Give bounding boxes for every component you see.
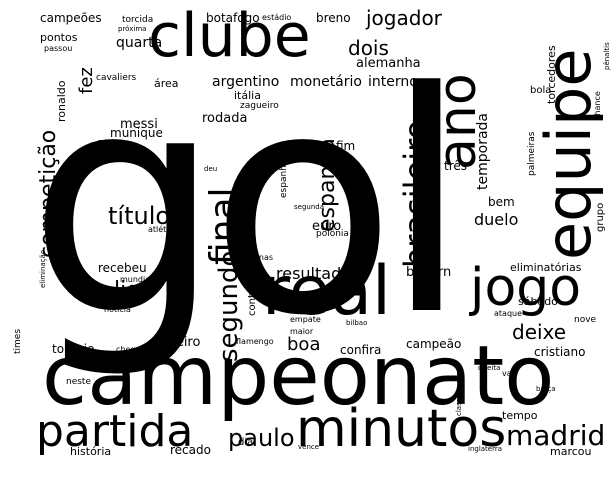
word: boa xyxy=(287,334,321,355)
word: munique xyxy=(110,126,163,140)
word: bola xyxy=(530,85,552,96)
word: barça xyxy=(536,385,556,393)
word: quarta xyxy=(116,35,163,51)
word: recado xyxy=(170,443,211,457)
word: dia xyxy=(238,437,254,448)
word: messi xyxy=(120,117,158,132)
word: próxima xyxy=(118,25,147,33)
word: goleiro xyxy=(156,335,201,350)
word: cavaliers xyxy=(96,73,137,83)
word: temporada xyxy=(475,113,491,190)
word: zagueiro xyxy=(240,101,279,111)
word: campeões xyxy=(40,11,102,25)
word: estádio xyxy=(262,13,292,22)
word: monetário xyxy=(290,74,362,90)
word: inglaterra xyxy=(468,445,503,453)
word: euro xyxy=(312,219,342,234)
word: sábado xyxy=(518,295,558,308)
word: título xyxy=(108,202,171,230)
word: chegou xyxy=(116,345,146,354)
word: resultado xyxy=(276,264,352,283)
word: partida xyxy=(36,406,194,457)
word: flamengo xyxy=(236,337,274,346)
word: times xyxy=(13,328,23,354)
word: itália xyxy=(234,89,261,102)
word: argentino xyxy=(212,74,280,90)
word: deu xyxy=(204,165,218,173)
word: atlético xyxy=(148,225,178,234)
word: nove xyxy=(574,315,597,325)
word: apenas xyxy=(244,253,274,262)
word: rodada xyxy=(202,111,248,126)
word: cristiano xyxy=(534,345,586,359)
word: história xyxy=(70,445,112,458)
word: maior xyxy=(290,327,314,336)
word: ficar xyxy=(96,139,127,155)
word: empate xyxy=(290,315,321,324)
word: deixe xyxy=(512,320,567,344)
word: recebeu xyxy=(98,261,147,275)
word: breno xyxy=(316,11,351,25)
word: conta xyxy=(247,287,258,316)
word: fez xyxy=(76,67,97,94)
word: chance xyxy=(593,91,602,120)
word: espanhol xyxy=(279,157,289,198)
word: botafogo xyxy=(206,11,260,25)
word: jogador xyxy=(366,6,442,30)
word: direita xyxy=(478,364,501,372)
word: real xyxy=(262,252,391,331)
word: neste xyxy=(66,377,91,387)
word: notícia xyxy=(104,305,131,314)
word: ataque xyxy=(494,309,523,318)
word: bilbao xyxy=(346,319,368,327)
word: polônia xyxy=(316,229,349,239)
word: dois xyxy=(348,36,389,60)
word: pontos xyxy=(40,31,78,44)
word: alemanha xyxy=(356,56,421,71)
word: jogo xyxy=(470,258,582,318)
word: pênaltis xyxy=(603,42,611,70)
word: vai xyxy=(502,369,514,378)
word: competição xyxy=(36,129,61,258)
word: bayern xyxy=(406,265,452,280)
word: minutos xyxy=(296,399,507,459)
word: marcou xyxy=(550,445,592,458)
word: paulo xyxy=(228,424,295,452)
word: madrid xyxy=(506,419,606,452)
word: além xyxy=(345,175,365,184)
word: campeonato xyxy=(42,329,555,424)
word: interno xyxy=(368,74,418,90)
word: área xyxy=(154,77,179,90)
word: liga xyxy=(114,278,154,303)
word: palmeiras xyxy=(527,131,537,176)
word: primeira xyxy=(100,152,147,165)
word: torcida xyxy=(122,15,154,25)
word: clube xyxy=(148,1,311,71)
word: passou xyxy=(44,44,73,53)
word: grupo xyxy=(595,202,606,232)
word: mundial xyxy=(120,275,153,284)
word: bem xyxy=(488,195,515,209)
word: confira xyxy=(340,343,382,357)
word: tempo xyxy=(502,409,538,422)
word: eliminatórias xyxy=(510,261,582,274)
word: segunda xyxy=(294,203,325,211)
word: eliminação xyxy=(39,249,47,288)
word: brasileiro xyxy=(397,119,435,268)
word: duelo xyxy=(474,210,519,229)
word: classificação xyxy=(455,371,463,416)
word: gol xyxy=(28,27,469,382)
word: torneio xyxy=(52,342,95,356)
word: fim xyxy=(336,139,356,153)
word: ronaldo xyxy=(55,80,68,123)
word: campeão xyxy=(406,337,462,351)
word: vence xyxy=(298,443,320,451)
word: três xyxy=(444,159,468,173)
